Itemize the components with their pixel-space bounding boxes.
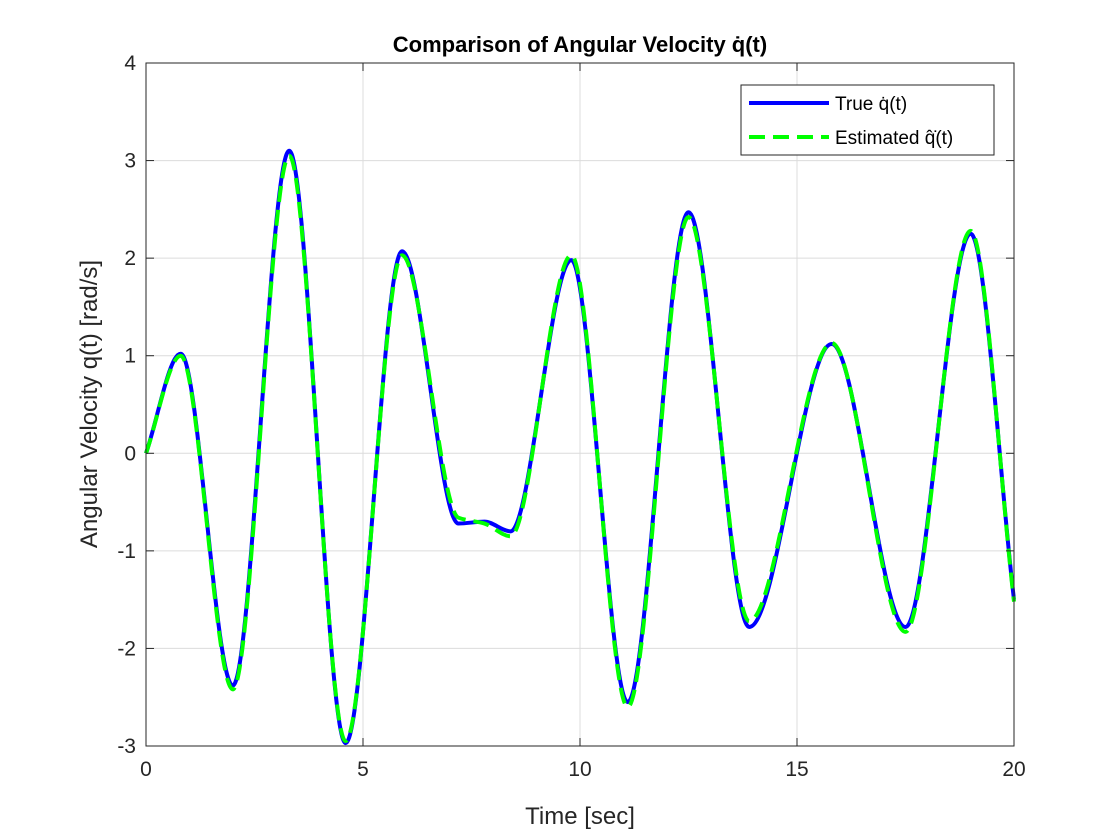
y-tick-label: 3: [124, 150, 136, 173]
series-line-estimated: [144, 153, 1016, 744]
x-tick-label: 20: [1002, 758, 1025, 781]
y-axis-label: Angular Velocity q(t) [rad/s]: [76, 260, 103, 548]
y-tick-label: 2: [124, 247, 136, 270]
axis-ticks: 0 5 10 15 20 -3 -2 -1 0 1 2 3 4: [117, 52, 1025, 781]
x-axis-label: Time [sec]: [525, 803, 635, 830]
x-tick-label: 5: [357, 758, 369, 781]
x-tick-label: 0: [140, 758, 152, 781]
grid-lines: [145, 62, 1015, 747]
series-lines: [144, 148, 1016, 746]
y-tick-label: -2: [117, 637, 136, 660]
legend-entry-label: True q̇(t): [835, 94, 907, 115]
y-tick-label: -1: [117, 540, 136, 563]
legend: True q̇(t) Estimated q̂̇(t): [740, 84, 995, 156]
x-tick-label: 15: [785, 758, 808, 781]
y-tick-label: -3: [117, 735, 136, 758]
chart-title: Comparison of Angular Velocity q̇(t): [393, 32, 767, 57]
y-tick-label: 0: [124, 442, 136, 465]
y-tick-label: 4: [124, 52, 136, 75]
x-tick-label: 10: [568, 758, 591, 781]
legend-entry-label: Estimated q̂̇(t): [835, 128, 953, 149]
legend-box: [740, 84, 995, 156]
y-tick-label: 1: [124, 345, 136, 368]
